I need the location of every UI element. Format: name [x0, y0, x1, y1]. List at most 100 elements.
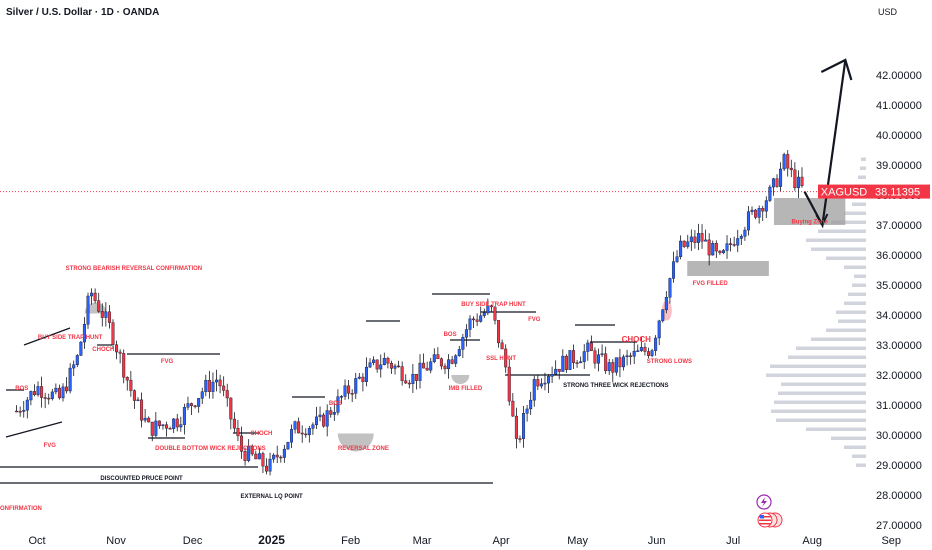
- volume-profile-bar: [861, 157, 866, 161]
- candle-body: [671, 261, 675, 279]
- y-tick-label: 41.00000: [876, 100, 922, 112]
- volume-profile-bar: [831, 436, 866, 440]
- y-tick-label: 39.00000: [876, 160, 922, 172]
- candle-body: [461, 336, 465, 350]
- candle-body: [639, 347, 643, 351]
- candle-body: [143, 417, 147, 421]
- candle-body: [636, 350, 640, 352]
- volume-profile-bar: [856, 463, 866, 467]
- y-tick-label: 34.00000: [876, 310, 922, 322]
- candle-body: [479, 315, 483, 322]
- annotation-label: FVG FILLED: [693, 281, 729, 287]
- annotation-label: FVG: [161, 359, 174, 365]
- price-axis[interactable]: USD 27.00000 28.00000 29.00000 30.00000 31.0…: [818, 7, 930, 532]
- annotation-label: BOS: [444, 332, 457, 338]
- reversal-arc: [337, 433, 374, 452]
- candle-body: [186, 403, 190, 408]
- annotation-label: CHOCH: [250, 431, 272, 437]
- annotation-label: Buying Zone: [791, 220, 828, 226]
- annotation-label: ONFIRMATION: [0, 506, 42, 512]
- candle-body: [454, 355, 458, 364]
- annotation-label: FVG: [44, 443, 57, 449]
- candle-body: [250, 445, 254, 455]
- candle-body: [707, 239, 711, 256]
- candle-body: [739, 236, 743, 239]
- volume-profile-bar: [844, 265, 866, 269]
- candle-body: [429, 361, 433, 371]
- us-flag-icon[interactable]: [757, 512, 773, 528]
- candle-body: [732, 244, 736, 246]
- x-tick-label: May: [567, 535, 588, 547]
- volume-profile-bar: [774, 400, 866, 404]
- candle-body: [275, 454, 279, 458]
- y-tick-label: 32.00000: [876, 370, 922, 382]
- candle-body: [400, 366, 404, 381]
- candle-body: [240, 435, 244, 452]
- candle-body: [693, 236, 697, 243]
- candle-body: [47, 397, 51, 400]
- candle-body: [218, 379, 222, 387]
- candle-body: [547, 376, 551, 384]
- candle-body: [757, 208, 761, 218]
- candle-body: [568, 350, 572, 370]
- candle-body: [664, 297, 668, 311]
- candle-body: [486, 305, 490, 314]
- y-tick-label: 35.00000: [876, 280, 922, 292]
- candle-body: [93, 292, 97, 301]
- candle-body: [393, 365, 397, 369]
- price-tag: XAGUSD 38.11395: [818, 184, 930, 199]
- volume-profile-bar: [826, 256, 866, 260]
- time-axis[interactable]: Oct Nov Dec 2025 Feb Mar Apr May Jun Jul Aug Sep: [28, 533, 901, 547]
- candle-body: [529, 399, 533, 410]
- candle-body: [439, 358, 443, 367]
- candle-body: [450, 359, 454, 364]
- candle-body: [364, 366, 368, 382]
- x-tick-label: Aug: [802, 535, 822, 547]
- candle-body: [557, 368, 561, 372]
- price-tag-value-bg: [870, 184, 930, 199]
- candle-body: [304, 433, 308, 436]
- candle-body: [543, 382, 547, 385]
- candle-body: [165, 424, 169, 429]
- candle-body: [593, 350, 597, 364]
- event-icons[interactable]: [756, 494, 783, 528]
- price-tag-value: 38.11395: [875, 187, 920, 199]
- candle-body: [197, 398, 201, 407]
- y-tick-label: 33.00000: [876, 340, 922, 352]
- volume-profile-bar: [852, 454, 866, 458]
- volume-profile-bar: [806, 238, 866, 242]
- candle-body: [532, 379, 536, 401]
- price-tag-symbol: XAGUSD: [821, 187, 868, 199]
- candle-body: [675, 256, 679, 262]
- x-tick-label: Apr: [493, 535, 510, 547]
- structure-line: [5, 421, 63, 438]
- volume-profile-bar: [796, 346, 866, 350]
- y-tick-label: 36.00000: [876, 250, 922, 262]
- candle-body: [357, 376, 361, 379]
- candle-body: [215, 379, 219, 383]
- candle-body: [222, 385, 226, 391]
- candle-body: [75, 355, 79, 365]
- annotation-label: BUY SIDE TRAP HUNT: [38, 335, 103, 341]
- candle-body: [579, 361, 583, 364]
- candle-body: [368, 362, 372, 368]
- candle-body: [539, 383, 543, 387]
- candle-body: [789, 167, 793, 171]
- candle-body: [650, 350, 654, 356]
- candle-body: [65, 386, 69, 392]
- chart-plot-area[interactable]: STRONG BEARISH REVERSAL CONFIRMATION BUY …: [0, 58, 866, 512]
- candle-body: [29, 391, 33, 401]
- annotation-label: STRONG BEARISH REVERSAL CONFIRMATION: [66, 266, 202, 272]
- y-ticks: 27.00000 28.00000 29.00000 30.00000 31.00000…: [876, 70, 922, 532]
- candle-body: [289, 429, 293, 443]
- candle-body: [50, 391, 54, 399]
- candle-body: [625, 355, 629, 358]
- volume-profile-bar: [818, 229, 866, 233]
- volume-profile-bar: [811, 247, 866, 251]
- volume-profile-bar: [858, 175, 866, 179]
- candle-body: [561, 355, 565, 372]
- candle-body: [311, 424, 315, 429]
- volume-profile-bar: [771, 409, 866, 413]
- candle-body: [257, 453, 261, 460]
